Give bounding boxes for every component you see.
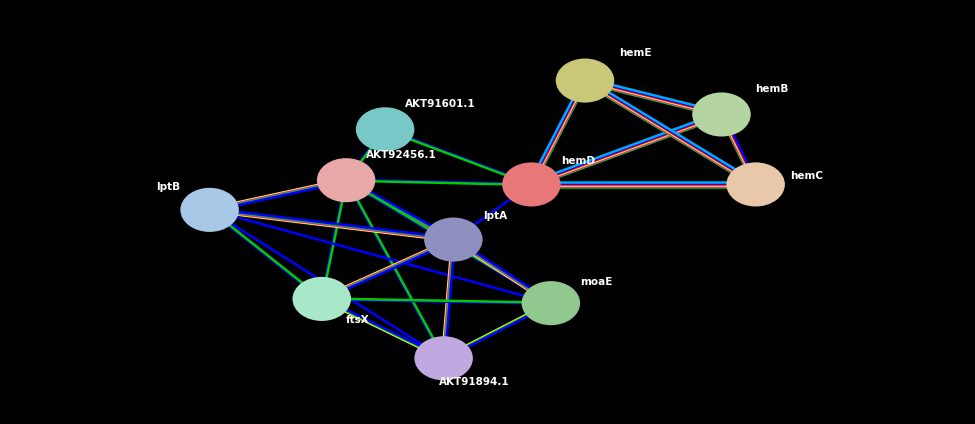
Text: hemE: hemE [619,48,651,58]
Ellipse shape [356,107,414,151]
Text: hemD: hemD [561,156,595,166]
Text: AKT92456.1: AKT92456.1 [366,150,437,160]
Text: AKT91894.1: AKT91894.1 [439,377,509,387]
Ellipse shape [424,218,483,262]
Ellipse shape [502,162,561,206]
Text: AKT91601.1: AKT91601.1 [405,99,475,109]
Ellipse shape [292,277,351,321]
Text: ftsX: ftsX [346,315,370,325]
Ellipse shape [317,158,375,202]
Ellipse shape [726,162,785,206]
Text: lptA: lptA [483,211,507,221]
Ellipse shape [692,92,751,137]
Text: hemC: hemC [790,171,823,181]
Ellipse shape [180,188,239,232]
Ellipse shape [522,281,580,325]
Ellipse shape [414,336,473,380]
Text: lptB: lptB [156,181,180,192]
Text: hemB: hemB [756,84,789,94]
Ellipse shape [556,59,614,103]
Text: moaE: moaE [580,277,612,287]
